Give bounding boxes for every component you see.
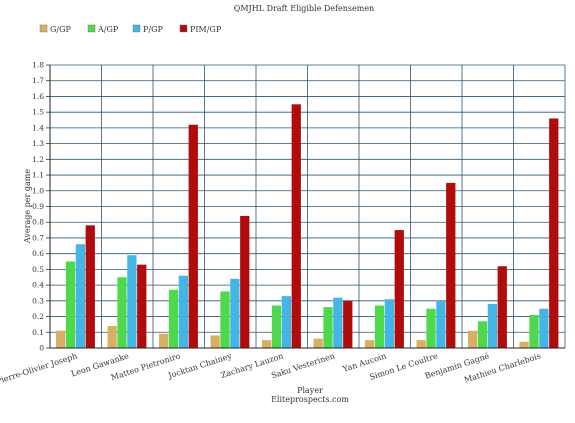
bar-pim-gp bbox=[549, 118, 559, 348]
bar-p-gp bbox=[539, 308, 549, 348]
bar-g-gp bbox=[365, 340, 375, 348]
bar-pim-gp bbox=[291, 104, 301, 348]
y-tick-label: 0.8 bbox=[32, 218, 44, 227]
bar-a-gp bbox=[529, 314, 539, 348]
x-axis-label: Player bbox=[297, 386, 323, 395]
bar-a-gp bbox=[426, 308, 436, 348]
y-tick-label: 0.9 bbox=[32, 202, 44, 211]
bar-g-gp bbox=[313, 338, 323, 348]
y-axis-ticks: 0 0.1 0.2 0.3 0.4 0.5 0.6 0.7 0.8 0.9 1.0 1.1 1.2 1.3… bbox=[32, 61, 50, 353]
y-tick-label: 0.1 bbox=[32, 328, 44, 337]
y-axis-label: Average per game bbox=[23, 169, 32, 244]
legend-swatch bbox=[132, 24, 141, 33]
y-tick-label: 1.7 bbox=[32, 76, 44, 85]
bar-a-gp bbox=[117, 277, 127, 348]
bar-pim-gp bbox=[137, 264, 147, 348]
y-tick-label: 1.1 bbox=[32, 171, 44, 180]
bar-a-gp bbox=[477, 321, 488, 348]
y-tick-label: 1.8 bbox=[32, 61, 44, 70]
bar-a-gp bbox=[323, 307, 333, 348]
bar-g-gp bbox=[56, 330, 66, 348]
legend-swatch bbox=[179, 24, 188, 33]
legend-label: A/GP bbox=[97, 25, 119, 34]
y-tick-label: 1.2 bbox=[32, 155, 44, 164]
bar-g-gp bbox=[262, 340, 272, 348]
bar-p-gp bbox=[436, 300, 446, 348]
bar-pim-gp bbox=[446, 182, 456, 348]
bar-p-gp bbox=[333, 297, 343, 348]
source-label: Eliteprospects.com bbox=[271, 395, 349, 404]
bar-g-gp bbox=[519, 341, 529, 348]
bar-p-gp bbox=[127, 255, 137, 348]
bar-g-gp bbox=[107, 325, 117, 348]
legend-label: G/GP bbox=[50, 25, 71, 34]
y-tick-label: 0.3 bbox=[32, 296, 44, 305]
x-tick-label: Pierre-Olivier Joseph bbox=[0, 351, 78, 386]
y-tick-label: 1.5 bbox=[32, 108, 44, 117]
y-tick-label: 0.4 bbox=[32, 281, 44, 290]
bar-pim-gp bbox=[394, 230, 404, 348]
bar-pim-gp bbox=[497, 266, 507, 348]
y-tick-label: 0.7 bbox=[32, 233, 44, 242]
bar-p-gp bbox=[487, 303, 498, 348]
bar-pim-gp bbox=[188, 124, 198, 348]
y-tick-label: 1.3 bbox=[32, 139, 44, 148]
bar-g-gp bbox=[416, 340, 426, 348]
bars bbox=[56, 104, 559, 348]
legend: G/GP A/GP P/GP PIM/GP bbox=[39, 24, 222, 34]
bar-a-gp bbox=[374, 305, 385, 348]
bar-pim-gp bbox=[85, 225, 95, 348]
legend-swatch bbox=[39, 24, 48, 33]
axes bbox=[49, 65, 565, 349]
bar-p-gp bbox=[384, 299, 395, 348]
bar-a-gp bbox=[220, 291, 230, 348]
bar-a-gp bbox=[271, 305, 282, 348]
legend-label: PIM/GP bbox=[190, 25, 222, 34]
bar-g-gp bbox=[210, 335, 220, 348]
bar-p-gp bbox=[281, 296, 292, 348]
legend-swatch bbox=[87, 24, 96, 33]
bar-pim-gp bbox=[240, 215, 250, 348]
y-tick-label: 1.6 bbox=[32, 92, 44, 101]
y-tick-label: 0.2 bbox=[32, 312, 44, 321]
y-tick-label: 0 bbox=[39, 344, 44, 353]
legend-label: P/GP bbox=[143, 25, 163, 34]
y-tick-label: 0.6 bbox=[32, 249, 44, 258]
bar-pim-gp bbox=[343, 300, 353, 348]
bar-p-gp bbox=[230, 278, 240, 348]
bar-g-gp bbox=[468, 330, 478, 348]
bar-g-gp bbox=[159, 333, 169, 348]
y-tick-label: 1.0 bbox=[32, 186, 44, 195]
bar-p-gp bbox=[75, 244, 86, 348]
chart-title: QMJHL Draft Eligible Defensemen bbox=[234, 4, 374, 13]
bar-p-gp bbox=[178, 275, 189, 348]
y-tick-label: 0.5 bbox=[32, 265, 44, 274]
bar-a-gp bbox=[65, 261, 76, 348]
bar-a-gp bbox=[168, 289, 179, 348]
y-tick-label: 1.4 bbox=[32, 123, 44, 132]
